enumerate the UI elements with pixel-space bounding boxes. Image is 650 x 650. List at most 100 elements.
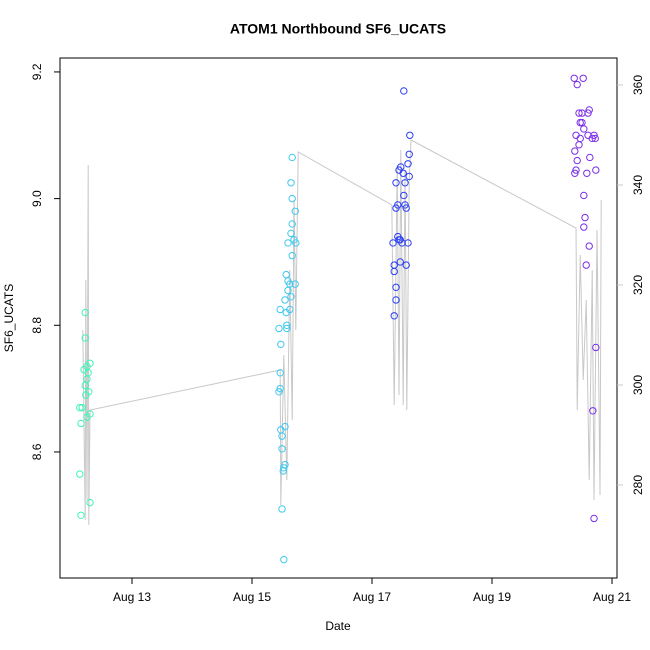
point (76, 470, 84, 478)
point (401, 179, 409, 187)
point (572, 166, 580, 174)
point (275, 324, 283, 333)
point (573, 80, 581, 89)
point (591, 134, 599, 143)
point (400, 191, 408, 200)
point (401, 201, 409, 209)
point (576, 134, 584, 143)
point (570, 74, 578, 82)
point (392, 283, 400, 291)
point (284, 239, 292, 247)
point (288, 220, 296, 228)
point (585, 106, 593, 114)
point (397, 163, 405, 171)
point (590, 514, 598, 523)
point (592, 166, 600, 174)
point (283, 324, 291, 333)
point (278, 505, 286, 513)
point (278, 445, 286, 453)
point (582, 261, 590, 269)
point (396, 258, 404, 266)
point (288, 251, 296, 260)
point (571, 169, 579, 177)
point (592, 343, 600, 352)
point (392, 179, 400, 187)
point (287, 293, 295, 301)
point (280, 464, 288, 472)
x-axis-label: Date (325, 619, 351, 633)
chart-title: ATOM1 Northbound SF6_UCATS (230, 21, 446, 37)
point (291, 207, 299, 215)
point (78, 403, 86, 412)
point (392, 296, 400, 304)
point (276, 369, 284, 377)
point (276, 305, 284, 314)
point (81, 308, 89, 317)
x-tick-label: Aug 19 (473, 590, 511, 604)
point (277, 340, 285, 348)
point (405, 150, 413, 158)
point (580, 125, 588, 133)
point (586, 153, 594, 162)
point (405, 172, 413, 181)
point (575, 141, 583, 149)
point (580, 223, 588, 231)
point (83, 413, 91, 421)
y-tick-label: 8.8 (30, 317, 44, 334)
point (572, 131, 580, 139)
point (281, 460, 289, 469)
point (581, 213, 589, 222)
point (280, 555, 288, 564)
point (278, 432, 286, 440)
point (399, 169, 407, 177)
point (573, 156, 581, 165)
point (282, 270, 290, 279)
point (84, 369, 92, 377)
point (82, 391, 90, 399)
point (402, 204, 410, 212)
point (406, 131, 414, 139)
line (82, 139, 602, 526)
point (77, 419, 85, 428)
point (286, 305, 294, 314)
point (292, 239, 300, 247)
point (288, 194, 296, 203)
x-tick-label: Aug 17 (353, 590, 391, 604)
point (580, 191, 588, 200)
point (400, 87, 408, 95)
point (579, 74, 587, 82)
x-tick-label: Aug 21 (593, 590, 631, 604)
point (76, 403, 84, 412)
point (390, 312, 398, 320)
point (283, 321, 291, 329)
point (589, 407, 597, 415)
y2-tick-label: 360 (631, 75, 645, 95)
point (287, 229, 295, 238)
y-tick-label: 9.0 (30, 190, 44, 207)
point (288, 153, 296, 162)
y2-tick-label: 340 (631, 175, 645, 195)
point (575, 109, 583, 117)
point (404, 239, 412, 247)
point (390, 267, 398, 276)
point (81, 334, 89, 342)
point (287, 179, 295, 187)
plot-box (59, 57, 618, 579)
point (86, 498, 94, 507)
y2-tick-label: 280 (631, 475, 645, 495)
y2-tick-label: 300 (631, 375, 645, 395)
point (584, 131, 592, 139)
point (402, 261, 410, 269)
point (275, 388, 283, 396)
point (77, 511, 85, 519)
x-tick-label: Aug 15 (233, 590, 271, 604)
point (584, 109, 592, 117)
point (81, 381, 89, 390)
point (571, 147, 579, 155)
point (281, 296, 289, 304)
point (394, 201, 402, 209)
point (404, 160, 412, 168)
y-tick-label: 8.6 (30, 443, 44, 460)
y-axis-label: SF6_UCATS (2, 284, 16, 352)
